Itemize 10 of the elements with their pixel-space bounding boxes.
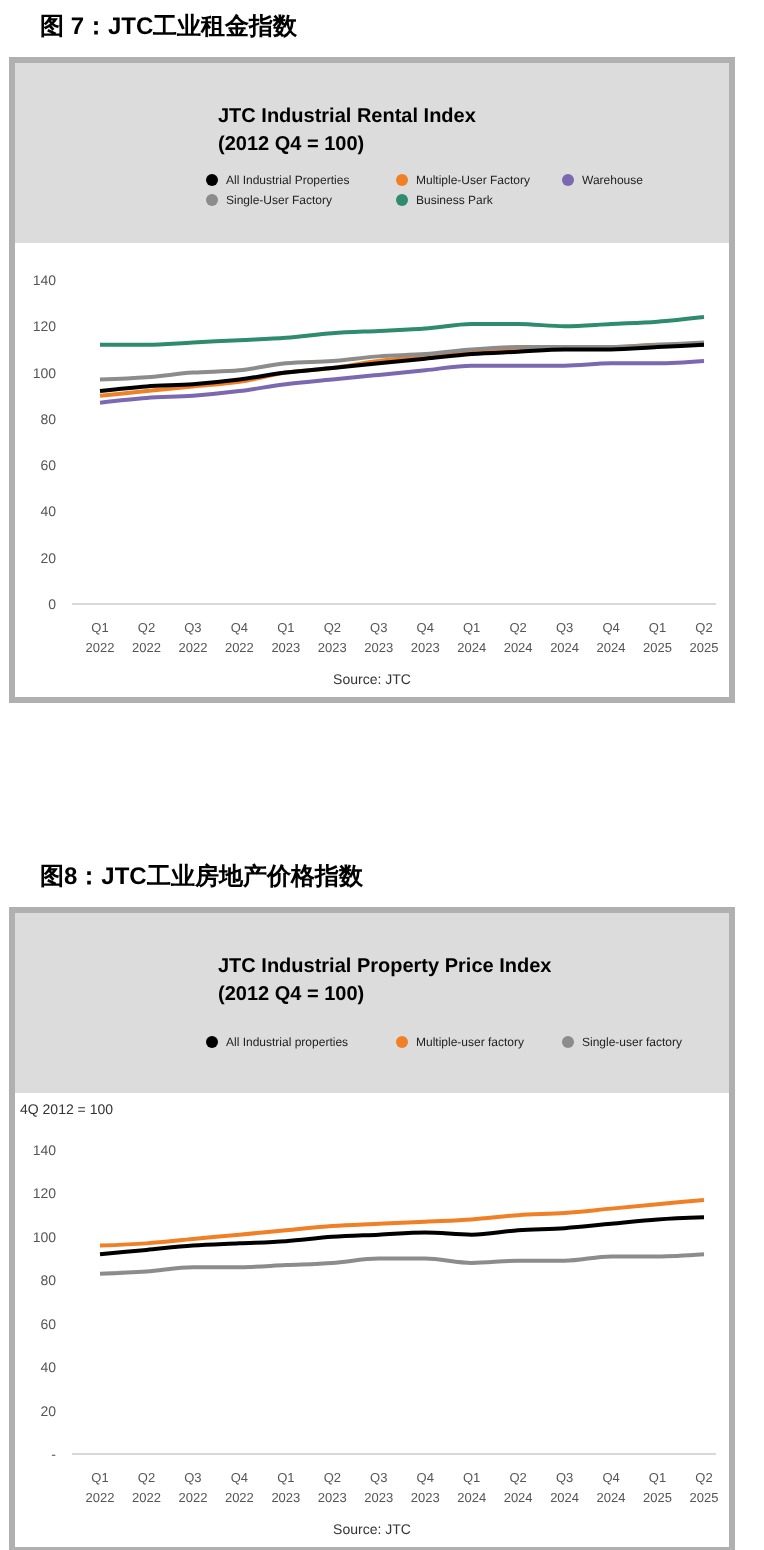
line-series bbox=[98, 1215, 706, 1257]
line-series bbox=[98, 315, 706, 347]
line-series bbox=[98, 359, 706, 405]
line-series bbox=[98, 1252, 706, 1276]
line-series bbox=[98, 340, 706, 382]
chart-title: 图8：JTC工业房地产价格指数 bbox=[40, 862, 365, 890]
chart-subtitle: JTC Industrial Property Price Index (2012 Q4 = 100) bbox=[218, 956, 553, 1006]
line-series bbox=[98, 1197, 706, 1248]
chart-subtitle: JTC Industrial Rental Index (2012 Q4 = 100) bbox=[218, 106, 477, 156]
chart-title: 图 7：JTC工业租金指数 bbox=[40, 12, 300, 40]
